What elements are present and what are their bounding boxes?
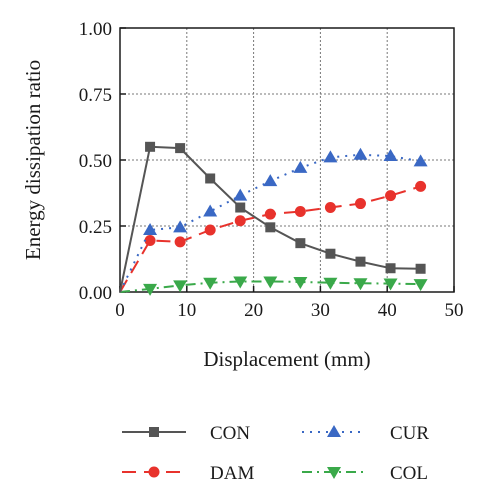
data-point-cur: [233, 188, 248, 201]
data-point-con: [295, 238, 306, 249]
data-point-cur: [383, 149, 398, 162]
axis-ticks: 0 10 20 30 40 50 0.00 0.25 0.50 0.75 1.00: [79, 19, 464, 321]
legend-item-col: COL: [302, 463, 428, 484]
series-dam: [119, 180, 427, 293]
data-point-cur: [173, 220, 188, 233]
data-point-con: [415, 263, 426, 274]
plot-frame: [119, 27, 455, 293]
data-point-con: [355, 256, 366, 267]
data-point-cur: [353, 147, 368, 160]
data-point-col: [263, 276, 278, 289]
data-point-cur: [263, 174, 278, 187]
data-point-dam: [264, 208, 276, 220]
data-point-col: [323, 277, 338, 290]
y-tick-label: 0.75: [79, 85, 112, 106]
series-line-dam: [119, 185, 421, 293]
legend-label: CUR: [390, 423, 429, 444]
series-col: [119, 276, 428, 296]
x-axis-title: Displacement (mm): [203, 347, 370, 371]
data-point-con: [325, 248, 336, 259]
series-layer: [119, 141, 428, 296]
data-point-cur: [143, 222, 158, 235]
legend-marker: [327, 467, 341, 479]
legend-item-dam: DAM: [122, 463, 254, 484]
x-tick-label: 40: [378, 300, 397, 321]
data-point-col: [233, 276, 248, 289]
data-point-cur: [413, 154, 428, 167]
data-point-col: [383, 278, 398, 291]
data-point-col: [173, 280, 188, 293]
legend-item-con: CON: [122, 423, 250, 444]
data-point-col: [203, 277, 218, 290]
data-point-cur: [203, 204, 218, 217]
data-point-dam: [174, 236, 186, 248]
y-tick-label: 0.25: [79, 217, 112, 238]
legend-label: CON: [210, 423, 250, 444]
data-point-col: [143, 283, 158, 296]
data-point-dam: [234, 215, 246, 227]
data-point-con: [145, 141, 156, 152]
data-point-dam: [294, 205, 306, 217]
legend-item-cur: CUR: [302, 423, 429, 444]
data-point-cur: [323, 150, 338, 163]
y-tick-label: 1.00: [79, 19, 112, 40]
data-point-cur: [293, 160, 308, 173]
x-tick-label: 10: [177, 300, 196, 321]
legend-marker: [149, 427, 159, 437]
data-point-dam: [415, 180, 427, 192]
x-tick-label: 0: [115, 300, 125, 321]
x-tick-label: 30: [311, 300, 330, 321]
data-point-con: [235, 202, 246, 213]
series-cur: [119, 147, 428, 293]
data-point-dam: [324, 202, 336, 214]
data-point-col: [353, 278, 368, 291]
legend: CON CUR DAM COL: [122, 423, 429, 484]
data-point-con: [205, 173, 216, 184]
x-tick-label: 20: [244, 300, 263, 321]
grid-lines: [120, 28, 454, 292]
legend-marker: [327, 425, 341, 437]
data-point-con: [385, 263, 396, 274]
legend-marker: [148, 466, 160, 478]
y-axis-title: Energy dissipation ratio: [21, 60, 45, 260]
legend-label: DAM: [210, 463, 254, 484]
series-con: [119, 141, 426, 293]
data-point-dam: [204, 224, 216, 236]
data-point-dam: [385, 190, 397, 202]
legend-label: COL: [390, 463, 428, 484]
data-point-dam: [354, 198, 366, 210]
data-point-dam: [144, 235, 156, 247]
data-point-col: [293, 276, 308, 289]
y-tick-label: 0.50: [79, 151, 112, 172]
x-tick-label: 50: [445, 300, 464, 321]
data-point-con: [175, 143, 186, 154]
data-point-con: [265, 222, 276, 233]
series-line-col: [119, 280, 421, 293]
data-point-col: [413, 279, 428, 292]
y-tick-label: 0.00: [79, 283, 112, 304]
